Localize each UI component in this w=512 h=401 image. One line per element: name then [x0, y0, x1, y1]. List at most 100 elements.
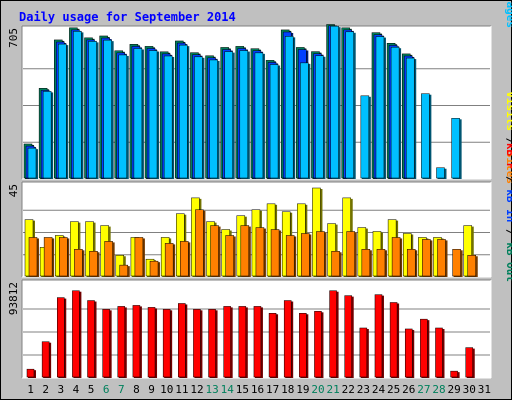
panel-kbytes-legend: kB F / kB In / kB Out [504, 143, 512, 282]
legend-separator: / [504, 169, 512, 189]
bar-kb-f-day-16 [253, 306, 262, 378]
bar-pages-day-15 [239, 50, 249, 179]
bar-sites-day-21 [331, 251, 340, 277]
x-tick-label-day-6: 6 [103, 383, 110, 396]
bar-pages-day-10 [163, 55, 173, 179]
x-tick-label-day-23: 23 [357, 383, 370, 396]
bar-pages-day-4 [73, 31, 82, 179]
x-tick-label-day-29: 29 [448, 383, 461, 396]
bar-kb-f-day-9 [147, 307, 156, 378]
x-tick-label-day-13: 13 [205, 383, 218, 396]
bar-kb-f-day-25 [389, 302, 398, 378]
bar-kb-f-day-12 [193, 309, 201, 378]
bar-sites-day-8 [134, 237, 144, 277]
legend-visits: Visits [504, 91, 512, 131]
bar-pages-day-20 [315, 55, 324, 179]
x-tick-label-day-1: 1 [27, 383, 34, 396]
x-axis-labels: 1 2 3 4 5 6 7 8 9 10 11 12 13 14 15 16 17 18 19 20 21 22 23 24 2… [27, 383, 491, 396]
x-tick-label-day-14: 14 [221, 383, 235, 396]
bar-kb-f-day-2 [41, 341, 50, 378]
bar-pages-day-13 [209, 59, 218, 179]
bar-sites-day-11 [180, 241, 189, 277]
chart-title: Daily usage for September 2014 [19, 10, 236, 24]
bar-kb-f-day-22 [344, 295, 352, 378]
bar-kb-f-day-3 [57, 297, 65, 378]
bar-pages-day-11 [179, 44, 188, 179]
bar-pages-day-1 [27, 147, 37, 179]
x-tick-label-day-21: 21 [327, 383, 340, 396]
bar-kb-f-day-7 [117, 306, 126, 378]
x-tick-label-day-28: 28 [432, 383, 445, 396]
bar-sites-day-22 [346, 231, 355, 277]
bar-kb-f-day-1 [26, 368, 35, 378]
bar-kb-f-day-20 [314, 311, 322, 378]
x-tick-label-day-30: 30 [463, 383, 476, 396]
bar-pages-day-19 [300, 62, 309, 179]
bar-pages-day-7 [118, 54, 128, 179]
bar-pages-day-27 [421, 93, 430, 179]
x-tick-label-day-15: 15 [236, 383, 249, 396]
bar-kb-f-day-28 [435, 327, 443, 378]
bar-sites-day-24 [376, 249, 386, 277]
panel-kbytes-ymax-label: 93812 [7, 282, 20, 315]
bar-sites-day-5 [89, 251, 98, 277]
bar-kb-f-day-4 [72, 290, 80, 378]
bar-kb-f-day-26 [404, 328, 413, 378]
bar-sites-day-6 [104, 241, 113, 277]
bar-pages-day-21 [330, 25, 339, 179]
bar-sites-day-7 [119, 264, 129, 277]
legend-separator: / [504, 131, 512, 151]
bar-pages-day-8 [133, 48, 143, 179]
legend-kb-f: kB F [504, 143, 512, 170]
x-tick-label-day-11: 11 [175, 383, 188, 396]
legend-kb-out: kB Out [504, 242, 512, 282]
bar-sites-day-26 [406, 249, 416, 277]
panel-visits-sites-ymax-label: 45 [7, 184, 20, 197]
bar-kb-f-day-19 [299, 313, 307, 378]
x-tick-label-day-26: 26 [402, 383, 415, 396]
x-tick-label-day-4: 4 [73, 383, 80, 396]
bar-kb-f-day-30 [465, 347, 473, 378]
panel-visits-sites-legend: Visits / Sites [504, 91, 512, 184]
bar-pages-day-16 [254, 52, 264, 179]
bar-kb-f-day-24 [374, 294, 383, 378]
bar-sites-day-4 [74, 249, 83, 277]
bar-kb-f-day-5 [87, 300, 95, 378]
bar-sites-day-23 [361, 249, 371, 277]
bar-sites-day-12 [195, 209, 204, 277]
bar-pages-day-9 [148, 50, 158, 179]
bar-sites-day-1 [28, 237, 38, 277]
x-tick-label-day-27: 27 [417, 383, 430, 396]
legend-pages: Pages [504, 1, 512, 28]
x-tick-label-day-7: 7 [118, 383, 125, 396]
bar-kb-f-day-21 [329, 290, 337, 378]
x-tick-label-day-10: 10 [160, 383, 173, 396]
bar-pages-day-23 [360, 95, 370, 179]
bar-sites-day-13 [210, 225, 219, 277]
x-tick-label-day-17: 17 [266, 383, 279, 396]
bar-sites-day-20 [316, 231, 325, 277]
bar-pages-day-24 [375, 36, 385, 179]
bar-kb-f-day-11 [178, 303, 186, 378]
bar-pages-day-18 [284, 36, 294, 179]
bar-kb-f-day-10 [162, 309, 171, 378]
x-tick-label-day-20: 20 [311, 383, 324, 396]
bar-pages-day-25 [390, 46, 400, 179]
bar-sites-day-30 [467, 254, 476, 277]
x-tick-label-day-19: 19 [296, 383, 309, 396]
bar-pages-day-14 [224, 51, 233, 179]
bar-kb-f-day-14 [223, 306, 231, 378]
bar-sites-day-19 [301, 233, 310, 277]
x-tick-label-day-18: 18 [281, 383, 294, 396]
bar-sites-day-3 [59, 237, 68, 277]
bar-sites-day-18 [285, 235, 295, 277]
x-tick-label-day-31: 31 [478, 383, 491, 396]
legend-kb-in: kB In [504, 189, 512, 222]
bar-kb-f-day-27 [420, 318, 428, 378]
bar-pages-day-22 [345, 31, 354, 179]
panel-visits-sites: 45 Visits / Sites [7, 91, 512, 278]
bar-pages-day-2 [42, 91, 52, 179]
x-tick-label-day-22: 22 [342, 383, 355, 396]
bar-kb-f-day-6 [102, 309, 110, 378]
